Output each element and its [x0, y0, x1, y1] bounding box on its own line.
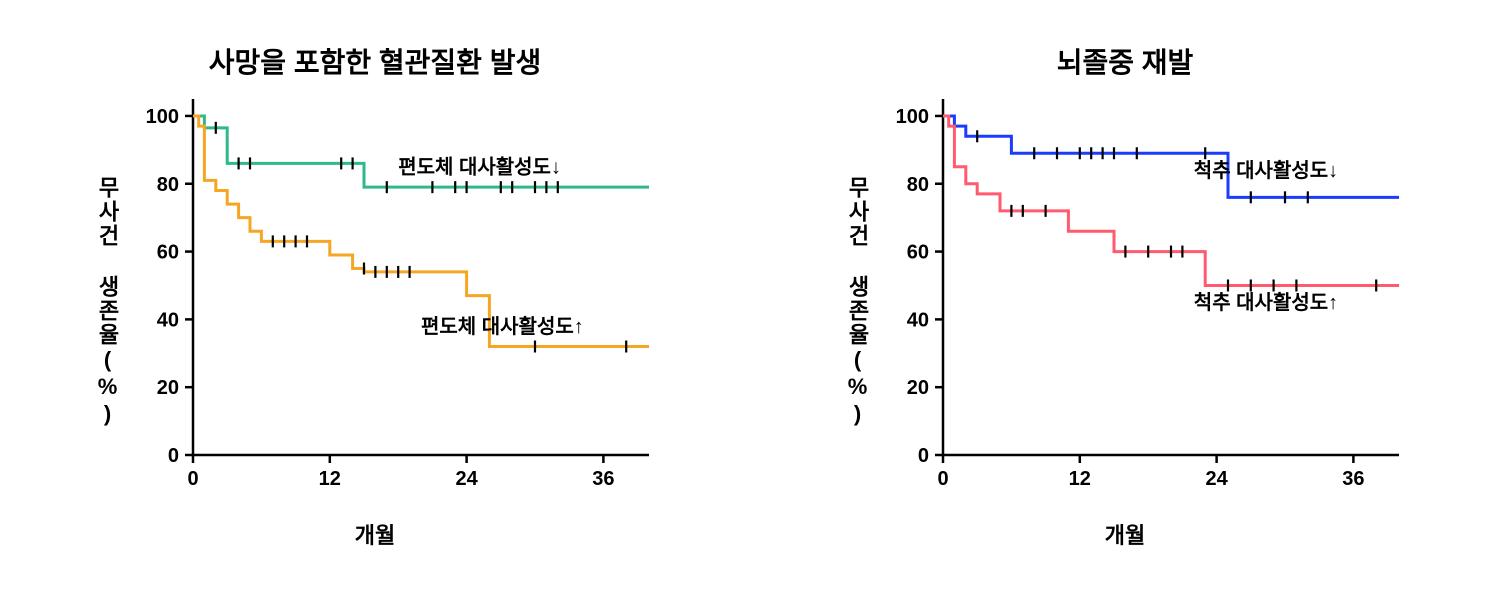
panel-left-title: 사망을 포함한 혈관질환 발생 [209, 41, 541, 81]
panel-left-chart: 0 20 40 60 80 100 0 12 24 36 편도체 대사활성도↓ 편도체 대사활성도↑ [129, 89, 659, 514]
series-label-amygdala-high: 편도체 대사활성도↑ [421, 315, 584, 338]
x-tick-label: 24 [455, 468, 478, 490]
series-amygdala-high [193, 116, 649, 347]
panel-right-chart: 0 20 40 60 80 100 0 12 24 36 척추 대사활성도↓ 척추 대사활성도↑ [879, 89, 1409, 514]
x-tick-label: 36 [1342, 468, 1364, 490]
x-tick-label: 12 [1069, 468, 1091, 490]
y-tick-label: 20 [907, 377, 929, 399]
x-tick-label: 0 [937, 468, 948, 490]
y-tick-label: 80 [157, 174, 179, 196]
panel-right-ylabel-wrap: 무사건 생존율(%) [841, 176, 873, 428]
panel-left: 사망을 포함한 혈관질환 발생 무사건 생존율(%) 0204060801000… [0, 31, 750, 560]
y-tick-label: 60 [907, 242, 929, 264]
panel-left-xlabel: 개월 [355, 518, 395, 550]
km-chart-svg: 0 20 40 60 80 100 0 12 24 36 편도체 대사활성도↓ 편도체 대사활성도↑ [129, 89, 659, 509]
x-tick-label: 12 [319, 468, 341, 490]
y-tick-label: 100 [146, 106, 179, 128]
panel-left-chart-wrap: 무사건 생존율(%) 0 20 40 60 80 100 0 12 24 36 편도체 대사활성도↓… [91, 89, 659, 514]
series-label-amygdala-low: 편도체 대사활성도↓ [398, 156, 561, 179]
y-tick-label: 100 [896, 106, 929, 128]
km-chart-svg: 0 20 40 60 80 100 0 12 24 36 척추 대사활성도↓ 척추 대사활성도↑ [879, 89, 1409, 509]
panel-right-ylabel: 무사건 생존율(%) [841, 176, 873, 428]
x-tick-label: 0 [187, 468, 198, 490]
series-label-spine-low: 척추 대사활성도↓ [1194, 159, 1338, 182]
y-tick-label: 0 [918, 445, 929, 467]
y-tick-label: 40 [157, 309, 179, 331]
panel-left-ylabel-wrap: 무사건 생존율(%) [91, 176, 123, 428]
panel-right-chart-wrap: 무사건 생존율(%) 0 20 40 60 80 100 0 12 24 36 척추 대사활성도↓ 척… [841, 89, 1409, 514]
y-tick-label: 60 [157, 242, 179, 264]
series-spine-low [943, 116, 1399, 197]
panel-right-xlabel: 개월 [1105, 518, 1145, 550]
panel-right-title: 뇌졸중 재발 [1057, 41, 1194, 81]
series-label-spine-high: 척추 대사활성도↑ [1194, 291, 1338, 314]
panel-right: 뇌졸중 재발 무사건 생존율(%) 0 20 40 60 80 100 0 12 24 36 척추 … [750, 31, 1500, 560]
figure-container: 사망을 포함한 혈관질환 발생 무사건 생존율(%) 0204060801000… [0, 0, 1500, 591]
y-tick-label: 0 [168, 445, 179, 467]
x-tick-label: 24 [1205, 468, 1228, 490]
y-tick-label: 20 [157, 377, 179, 399]
panel-left-ylabel: 무사건 생존율(%) [91, 176, 123, 428]
y-tick-label: 80 [907, 174, 929, 196]
x-tick-label: 36 [592, 468, 614, 490]
y-tick-label: 40 [907, 309, 929, 331]
